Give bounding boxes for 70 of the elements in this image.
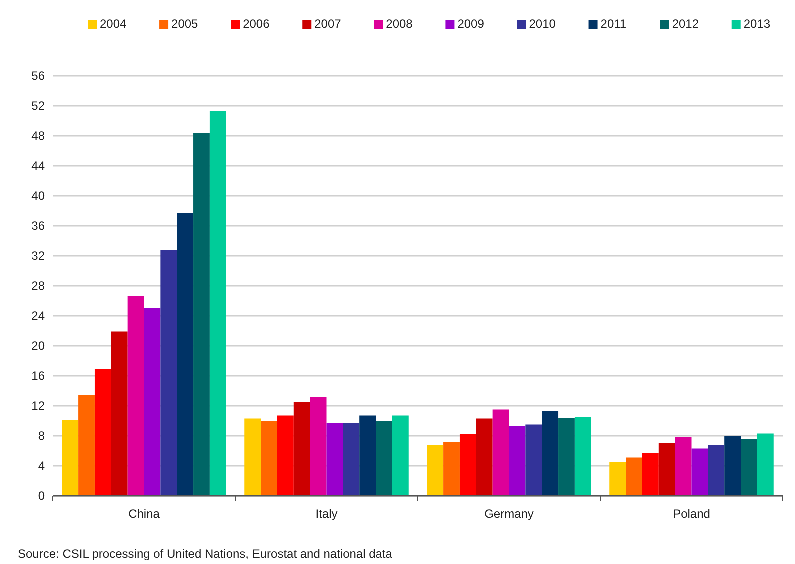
bar — [392, 416, 409, 496]
bar — [757, 434, 774, 496]
y-tick-label: 8 — [38, 429, 46, 444]
bar — [642, 453, 659, 496]
legend-label: 2008 — [386, 17, 414, 32]
y-tick-label: 40 — [32, 189, 46, 204]
legend-label: 2005 — [172, 17, 199, 32]
y-tick-label: 4 — [38, 459, 46, 474]
y-tick-label: 48 — [32, 129, 46, 144]
legend-label: 2010 — [529, 17, 556, 32]
bar — [610, 462, 626, 496]
bar — [277, 416, 294, 496]
x-tick-label: Germany — [484, 507, 534, 521]
y-tick-label: 56 — [32, 69, 46, 84]
x-tick-label: Italy — [316, 507, 338, 521]
bar — [526, 424, 542, 496]
bar — [62, 420, 79, 496]
bar — [128, 296, 144, 496]
bar — [244, 418, 262, 496]
y-tick-label: 32 — [32, 249, 46, 264]
bar — [326, 423, 344, 496]
legend-label: 2009 — [458, 17, 485, 32]
y-tick-label: 28 — [32, 279, 46, 294]
bar — [94, 369, 112, 496]
bar — [574, 417, 592, 496]
bar — [310, 397, 327, 496]
legend-label: 2006 — [243, 17, 270, 32]
bar — [111, 332, 128, 496]
bar — [376, 421, 392, 496]
legend-label: 2004 — [100, 17, 128, 32]
y-tick-label: 24 — [32, 309, 46, 324]
bar — [360, 416, 376, 496]
y-tick-label: 20 — [32, 339, 46, 354]
bar — [427, 445, 444, 496]
bar — [343, 423, 360, 496]
y-tick-label: 0 — [38, 489, 46, 504]
bar — [476, 418, 493, 496]
bar — [177, 213, 194, 496]
x-tick-label: Poland — [673, 507, 710, 521]
y-tick-label: 52 — [32, 99, 46, 114]
bar — [194, 133, 210, 496]
bar — [509, 426, 526, 496]
bar — [144, 308, 161, 496]
bar — [294, 402, 310, 496]
bar — [708, 445, 725, 496]
legend-label: 2012 — [672, 17, 700, 32]
bar — [210, 111, 226, 496]
bar — [492, 410, 510, 496]
source-note: Source: CSIL processing of United Nations, Eurostat and national data — [18, 547, 393, 561]
bar — [160, 250, 178, 496]
legend-label: 2007 — [314, 17, 342, 32]
legend-label: 2011 — [600, 17, 627, 32]
bar — [741, 439, 758, 496]
legend-label: 2013 — [744, 17, 771, 32]
bar — [78, 396, 95, 496]
bar — [626, 458, 642, 496]
bar — [658, 444, 676, 496]
y-tick-label: 44 — [32, 159, 46, 174]
y-tick-label: 36 — [32, 219, 46, 234]
bar — [542, 411, 559, 496]
bar — [444, 442, 460, 496]
y-tick-label: 12 — [32, 399, 46, 414]
bar — [692, 448, 708, 496]
bar — [675, 438, 692, 496]
y-tick-label: 16 — [32, 369, 46, 384]
bar — [558, 418, 575, 496]
x-tick-label: China — [128, 507, 160, 521]
bar — [261, 421, 278, 496]
bar — [460, 434, 476, 496]
bar — [724, 436, 742, 496]
